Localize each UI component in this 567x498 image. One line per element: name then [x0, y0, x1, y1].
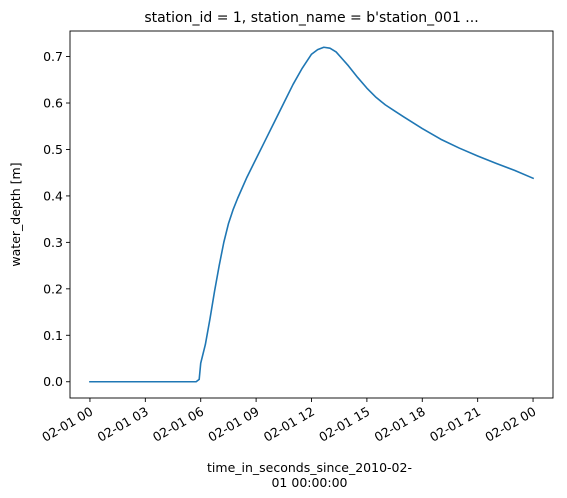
y-tick-label: 0.5	[43, 142, 63, 157]
y-tick-label: 0.6	[43, 96, 63, 111]
y-tick-label: 0.4	[43, 188, 63, 203]
y-axis-label: water_depth [m]	[8, 162, 23, 266]
y-tick-label: 0.1	[43, 328, 63, 343]
y-tick-label: 0.7	[43, 49, 63, 64]
x-axis-label: time_in_seconds_since_2010-02-01 00:00:0…	[207, 460, 412, 490]
y-tick-label: 0.2	[43, 281, 63, 296]
chart-title: station_id = 1, station_name = b'station…	[144, 10, 478, 26]
y-tick-label: 0.0	[43, 374, 63, 389]
series-line-0	[89, 46, 535, 383]
y-tick-label: 0.3	[43, 235, 63, 250]
